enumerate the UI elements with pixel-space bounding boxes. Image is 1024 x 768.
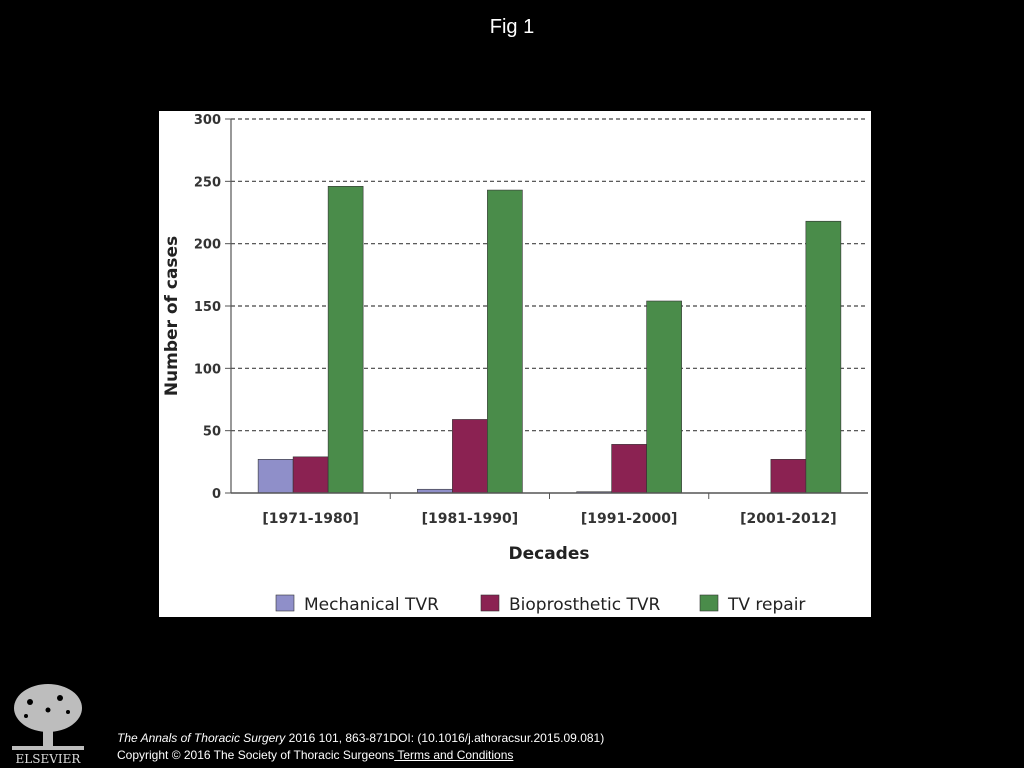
legend-label-2: TV repair — [727, 595, 805, 615]
copyright-text: Copyright © 2016 The Society of Thoracic… — [117, 748, 395, 762]
y-tick-label: 0 — [212, 487, 221, 502]
axes: 0 50 100 150 200 250 300 [1971-1980] [1981-1990]… — [194, 113, 868, 527]
bar-tv-repair-2 — [646, 300, 682, 494]
journal-name: The Annals of Thoracic Surgery — [117, 731, 286, 745]
bar-tv-repair-1 — [487, 189, 523, 494]
bar-bioprosthetic-tvr-3 — [770, 459, 807, 494]
legend-swatch-1 — [480, 594, 500, 612]
bar-bioprosthetic-tvr-2 — [611, 444, 647, 494]
citation-line: The Annals of Thoracic Surgery 2016 101,… — [117, 730, 604, 747]
bars — [257, 186, 842, 494]
chart-panel: 0 50 100 150 200 250 300 [1971-1980] [1981-1990]… — [159, 111, 871, 617]
x-category-label: [1991-2000] — [581, 511, 678, 527]
bar-chart: 0 50 100 150 200 250 300 [1971-1980] [1981-1990]… — [162, 113, 868, 615]
legend-swatch-0 — [275, 594, 295, 612]
legend-label-1: Bioprosthetic TVR — [509, 595, 661, 615]
elsevier-logo: ELSEVIER — [8, 680, 88, 766]
bar-tv-repair-0 — [327, 186, 364, 494]
y-tick-label: 100 — [194, 362, 221, 377]
legend-swatch-2 — [699, 594, 719, 612]
bar-bioprosthetic-tvr-1 — [452, 419, 488, 494]
copyright-line: Copyright © 2016 The Society of Thoracic… — [117, 747, 604, 764]
terms-link[interactable]: Terms and Conditions — [394, 748, 514, 762]
x-category-label: [1981-1990] — [422, 511, 519, 527]
y-tick-label: 200 — [194, 238, 221, 253]
y-tick-label: 150 — [194, 300, 221, 315]
legend: Mechanical TVR Bioprosthetic TVR TV repair — [275, 594, 805, 615]
citation-details: 2016 101, 863-871DOI: (10.1016/j.athorac… — [285, 731, 605, 745]
bar-mechanical-tvr-0 — [257, 459, 294, 494]
logo-wordmark: ELSEVIER — [16, 752, 82, 766]
citation-block: The Annals of Thoracic Surgery 2016 101,… — [117, 730, 604, 764]
y-tick-label: 250 — [194, 175, 221, 190]
x-category-label: [2001-2012] — [740, 511, 837, 527]
x-category-label: [1971-1980] — [262, 511, 359, 527]
bar-tv-repair-3 — [805, 220, 842, 494]
bar-bioprosthetic-tvr-0 — [292, 456, 329, 494]
y-tick-label: 50 — [203, 425, 221, 440]
legend-label-0: Mechanical TVR — [304, 595, 439, 615]
y-axis-title: Number of cases — [162, 236, 182, 396]
x-axis-title: Decades — [508, 544, 589, 564]
grid-lines — [231, 118, 868, 432]
figure-title: Fig 1 — [489, 16, 535, 38]
y-tick-label: 300 — [194, 113, 221, 128]
